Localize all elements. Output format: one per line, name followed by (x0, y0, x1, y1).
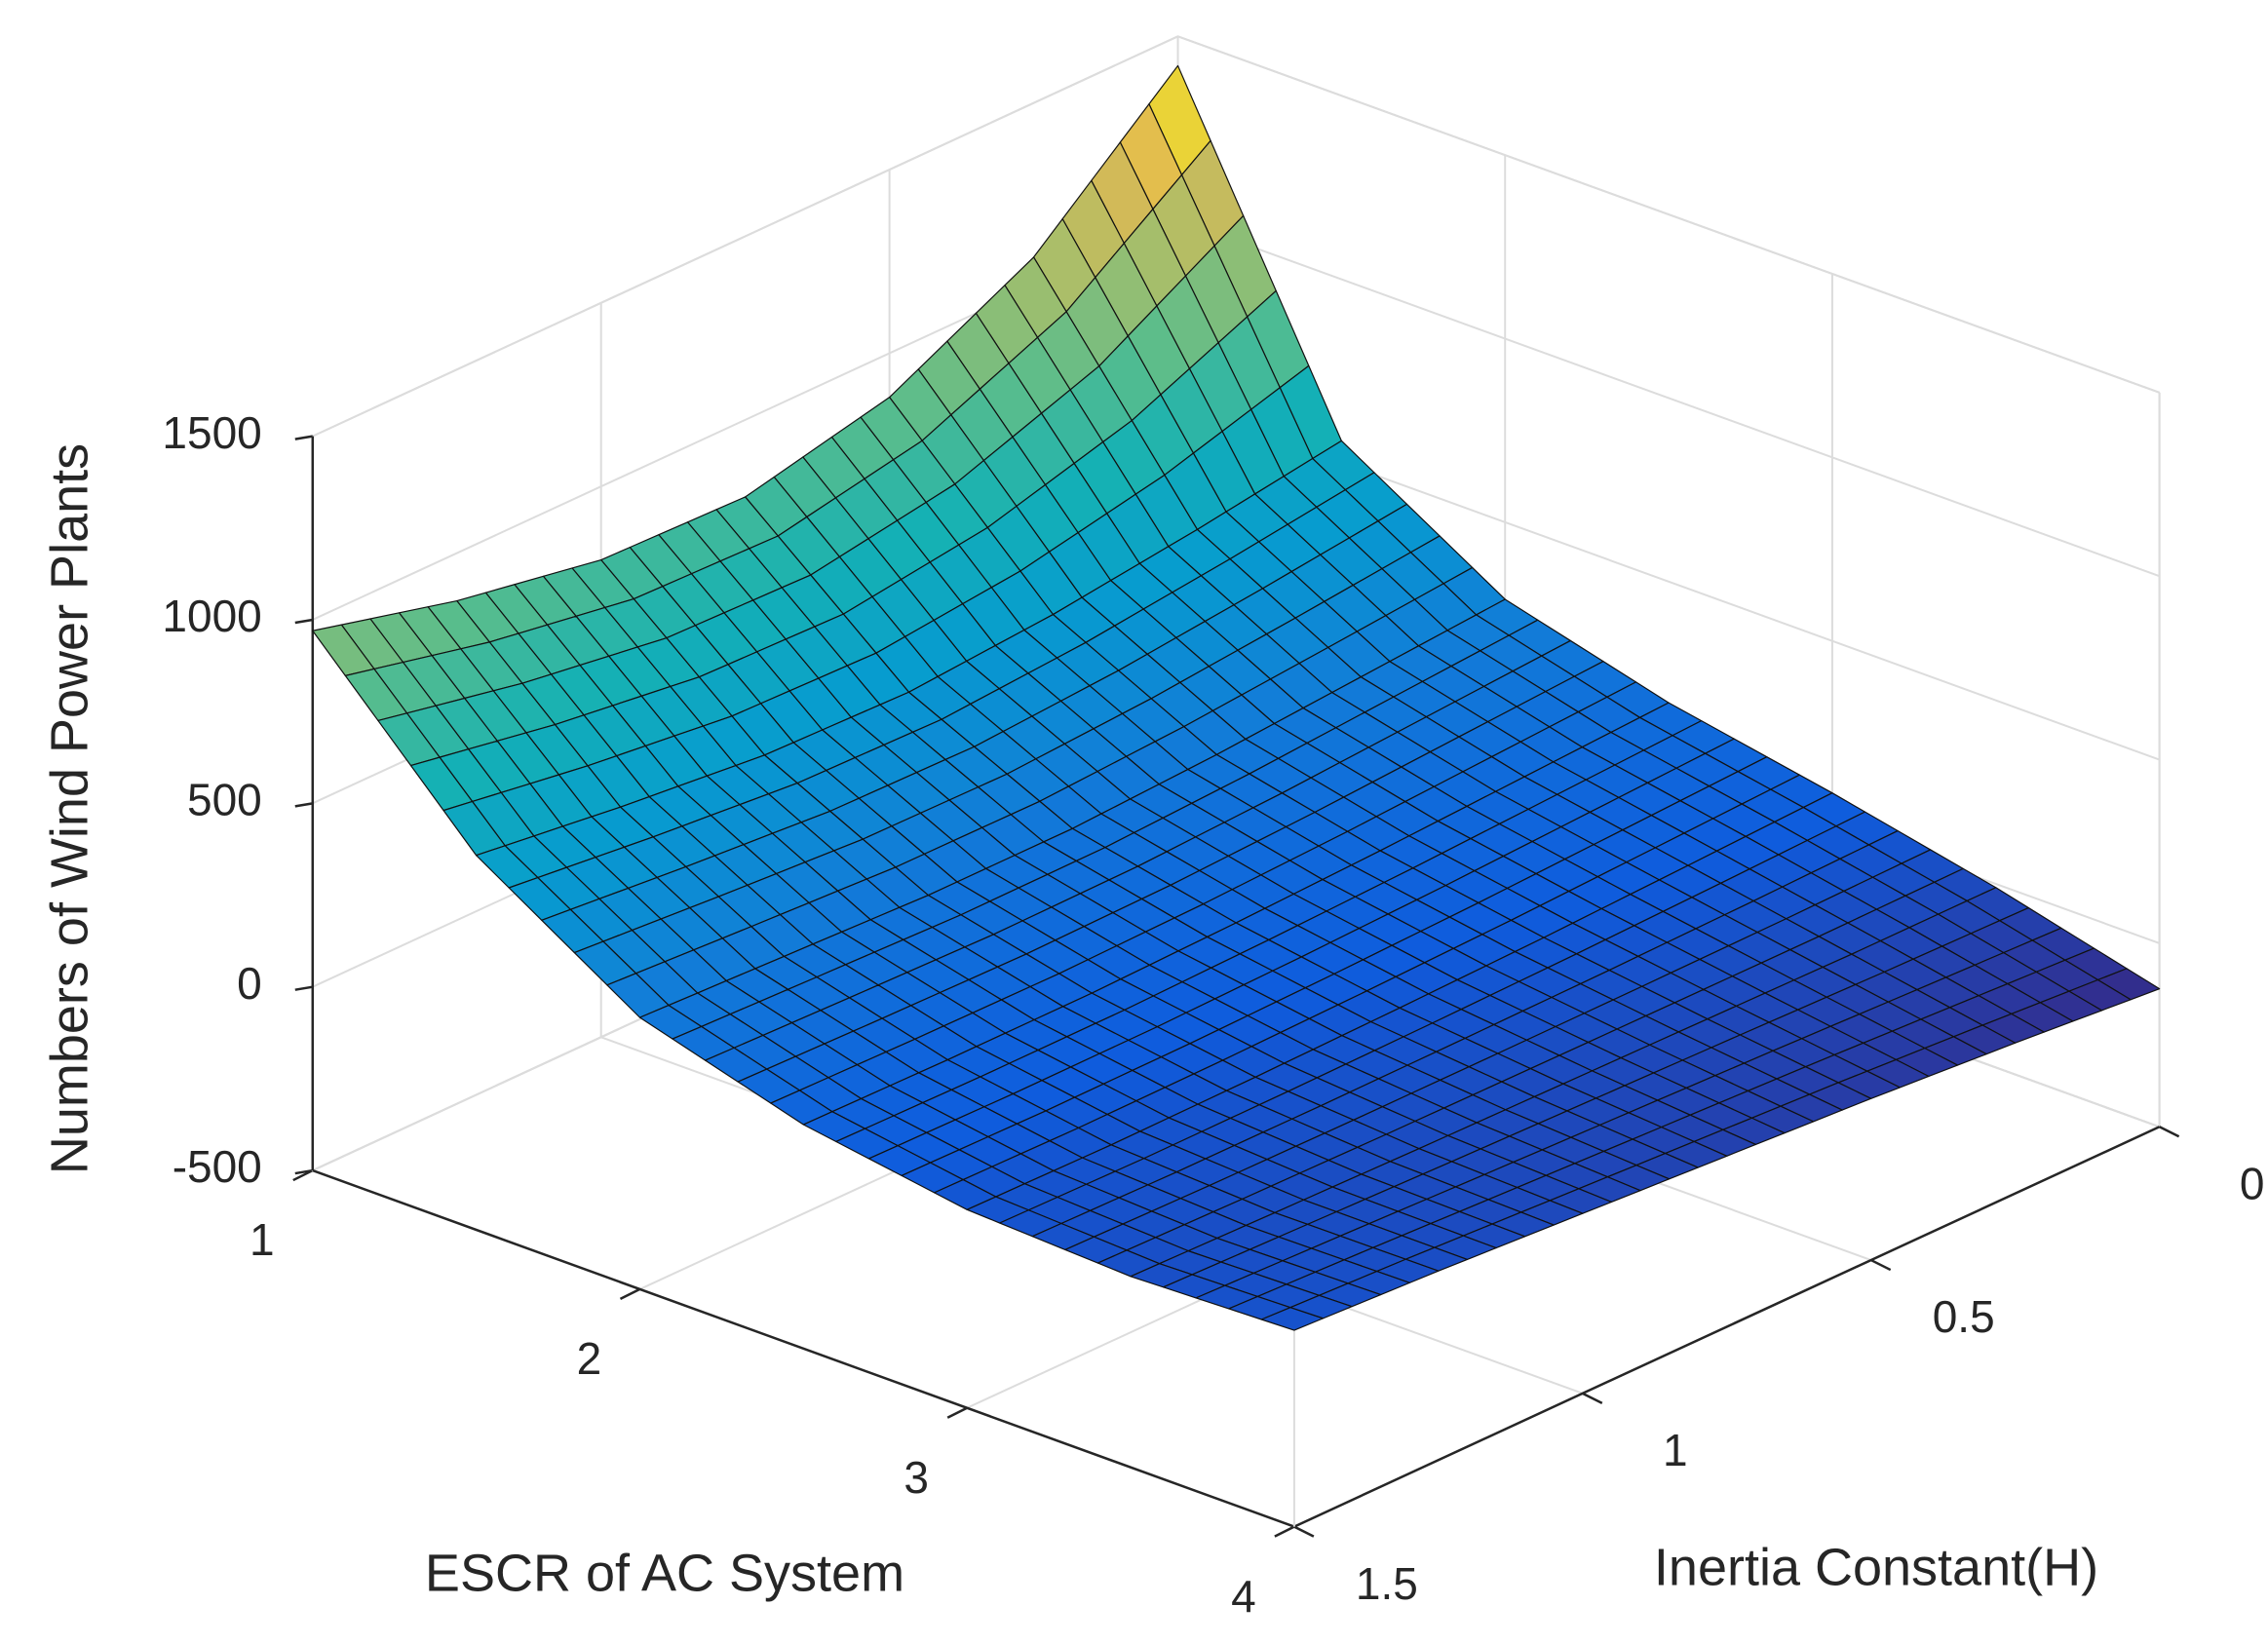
z-tick-label: 0 (237, 958, 262, 1009)
tick-mark (292, 1168, 314, 1182)
tick-mark (294, 618, 313, 625)
y-tick-label: 0.5 (1933, 1291, 1995, 1342)
z-axis-title: Numbers of Wind Power Plants (40, 443, 98, 1174)
x-tick-label: 4 (1231, 1571, 1256, 1622)
tick-mark (294, 802, 313, 808)
tick-mark (946, 1406, 968, 1419)
y-axis-title: Inertia Constant(H) (1654, 1538, 2098, 1596)
x-axis-title: ESCR of AC System (425, 1544, 904, 1602)
tick-mark (1870, 1258, 1892, 1272)
tick-mark (1274, 1525, 1295, 1538)
z-tick-label: 500 (187, 774, 262, 824)
x-tick-label: 3 (903, 1452, 929, 1503)
tick-mark (1582, 1392, 1603, 1404)
x-axis (312, 1168, 1295, 1528)
tick-mark (294, 435, 313, 440)
y-tick-label: 0 (2240, 1158, 2265, 1208)
tick-mark (2159, 1126, 2180, 1138)
tick-mark (619, 1287, 641, 1301)
tick-mark (294, 985, 313, 991)
x-tick-label: 2 (577, 1333, 602, 1384)
z-tick-label: 1000 (162, 591, 261, 641)
z-tick-label: 1500 (162, 407, 261, 458)
y-tick-label: 1 (1663, 1425, 1688, 1475)
tick-mark (1293, 1525, 1315, 1538)
y-axis (1293, 1126, 2161, 1528)
x-tick-label: 1 (250, 1214, 275, 1265)
surface-patch (1260, 1307, 1325, 1331)
y-tick-label: 1.5 (1356, 1558, 1418, 1609)
z-tick-label: -500 (173, 1141, 262, 1192)
